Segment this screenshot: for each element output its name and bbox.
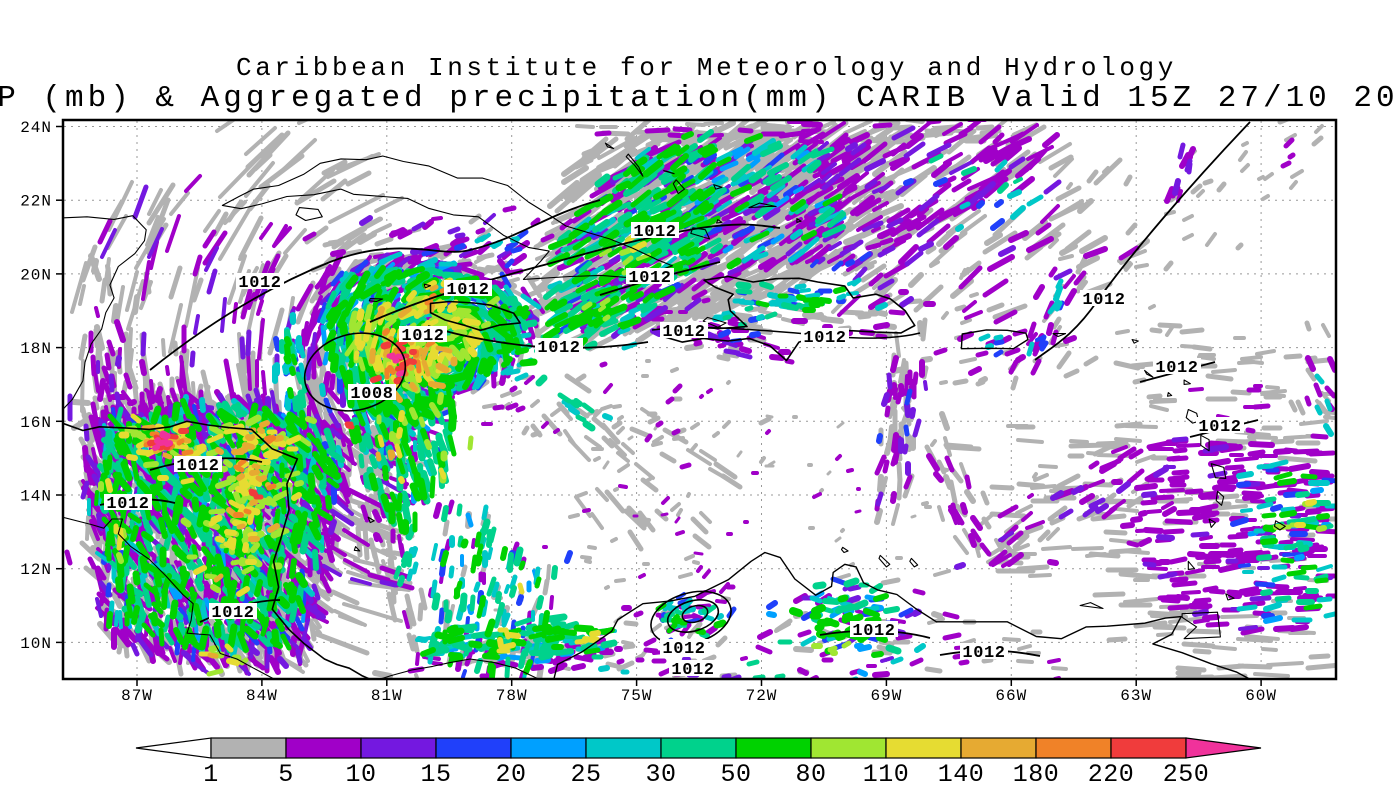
svg-text:1012: 1012 (1082, 291, 1125, 310)
svg-text:1012: 1012 (671, 661, 714, 680)
svg-text:22N: 22N (20, 193, 52, 211)
svg-text:1: 1 (203, 760, 219, 789)
svg-text:1012: 1012 (662, 323, 705, 342)
svg-text:20: 20 (495, 760, 526, 789)
svg-text:180: 180 (1013, 760, 1060, 789)
svg-text:81W: 81W (371, 687, 403, 705)
svg-text:SLP (mb) & Aggregated precipit: SLP (mb) & Aggregated precipitation(mm) … (0, 81, 1400, 116)
svg-text:69W: 69W (870, 687, 902, 705)
svg-text:1008: 1008 (350, 385, 393, 404)
svg-text:1012: 1012 (446, 281, 489, 300)
svg-text:50: 50 (720, 760, 751, 789)
svg-text:1012: 1012 (401, 327, 444, 346)
svg-text:5: 5 (278, 760, 294, 789)
svg-text:12N: 12N (20, 561, 52, 579)
svg-text:1012: 1012 (962, 644, 1005, 663)
svg-text:1012: 1012 (106, 495, 149, 514)
svg-text:80: 80 (795, 760, 826, 789)
svg-text:10: 10 (345, 760, 376, 789)
svg-text:1012: 1012 (852, 622, 895, 641)
svg-text:18N: 18N (20, 340, 52, 358)
svg-text:10N: 10N (20, 635, 52, 653)
svg-text:87W: 87W (121, 687, 153, 705)
svg-text:Caribbean Institute for Meteor: Caribbean Institute for Meteorology and … (236, 53, 1177, 83)
svg-text:1012: 1012 (1198, 418, 1241, 437)
svg-text:1012: 1012 (1155, 359, 1198, 378)
svg-text:24N: 24N (20, 119, 52, 137)
svg-text:250: 250 (1163, 760, 1210, 789)
svg-text:20N: 20N (20, 266, 52, 284)
svg-text:78W: 78W (496, 687, 528, 705)
svg-text:60W: 60W (1245, 687, 1277, 705)
svg-text:84W: 84W (246, 687, 278, 705)
svg-text:140: 140 (938, 760, 985, 789)
svg-text:14N: 14N (20, 488, 52, 506)
svg-text:220: 220 (1088, 760, 1135, 789)
svg-text:1012: 1012 (803, 329, 846, 348)
svg-text:16N: 16N (20, 414, 52, 432)
svg-text:1012: 1012 (238, 274, 281, 293)
svg-text:66W: 66W (995, 687, 1027, 705)
svg-text:63W: 63W (1120, 687, 1152, 705)
svg-text:30: 30 (645, 760, 676, 789)
svg-text:110: 110 (863, 760, 910, 789)
svg-text:1012: 1012 (176, 457, 219, 476)
svg-text:72W: 72W (746, 687, 778, 705)
svg-text:75W: 75W (621, 687, 653, 705)
svg-text:1012: 1012 (662, 640, 705, 659)
svg-text:1012: 1012 (628, 269, 671, 288)
svg-text:25: 25 (570, 760, 601, 789)
svg-text:1012: 1012 (537, 339, 580, 358)
svg-text:15: 15 (420, 760, 451, 789)
svg-text:1012: 1012 (633, 223, 676, 242)
svg-text:1012: 1012 (211, 604, 254, 623)
